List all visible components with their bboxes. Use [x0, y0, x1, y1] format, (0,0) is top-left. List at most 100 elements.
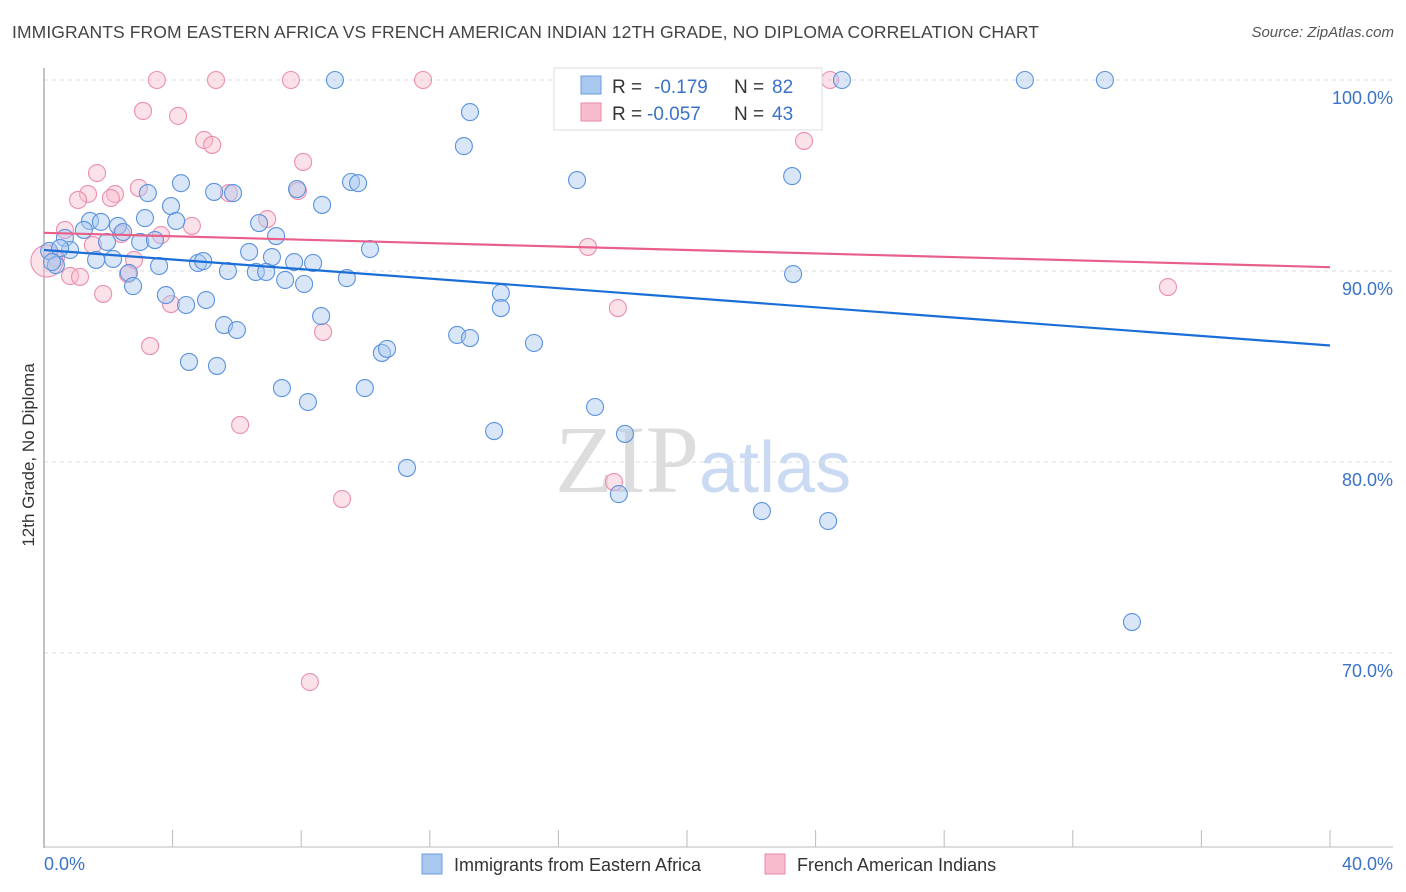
point-eastern-africa — [298, 392, 318, 412]
legend-swatch-pink — [764, 853, 786, 875]
y-axis-title: 12th Grade, No Diploma — [19, 363, 38, 547]
point-french-american-indians — [169, 106, 188, 125]
point-french-american-indians — [219, 184, 238, 203]
point-eastern-africa — [246, 262, 265, 282]
point-french-american-indians — [332, 490, 352, 509]
point-eastern-africa — [1015, 70, 1034, 90]
point-eastern-africa — [150, 256, 169, 276]
point-eastern-africa — [355, 379, 374, 398]
point-eastern-africa — [312, 307, 331, 326]
y-tick-label: 80.0% — [1342, 470, 1393, 490]
point-eastern-africa — [304, 253, 323, 273]
point-french-american-indians — [182, 216, 201, 235]
point-eastern-africa — [167, 211, 186, 231]
series-legend: Immigrants from Eastern Africa French Am… — [421, 853, 996, 875]
point-french-american-indians — [281, 70, 300, 90]
point-eastern-africa — [218, 261, 237, 281]
point-eastern-africa — [179, 352, 199, 371]
point-french-american-indians — [608, 299, 627, 318]
point-french-american-indians — [147, 70, 166, 90]
legend-r-value: -0.179 — [654, 77, 708, 98]
y-tick-label: 90.0% — [1342, 279, 1393, 299]
point-eastern-africa — [586, 397, 605, 417]
point-french-american-indians — [141, 337, 160, 356]
correlation-legend: R = -0.179 N = 82 R = -0.057 N = 43 — [553, 67, 823, 131]
point-eastern-africa — [397, 458, 417, 477]
legend-swatch-pink — [580, 102, 602, 122]
legend-r-value: -0.057 — [647, 104, 701, 125]
y-tick-label: 70.0% — [1342, 661, 1393, 681]
point-french-american-indians — [78, 184, 98, 204]
point-eastern-africa — [615, 424, 635, 443]
point-eastern-africa — [783, 167, 802, 186]
y-tick-label: 100.0% — [1332, 88, 1393, 108]
point-eastern-africa — [97, 232, 117, 252]
legend-n-label: N = — [734, 77, 764, 98]
point-french-american-indians — [231, 415, 250, 434]
point-eastern-africa — [272, 379, 291, 398]
point-eastern-africa — [196, 290, 216, 310]
point-eastern-africa — [491, 299, 510, 318]
point-eastern-africa — [267, 226, 286, 246]
legend-r-label: R = — [612, 77, 642, 98]
point-eastern-africa — [177, 295, 196, 315]
point-eastern-africa — [207, 356, 227, 375]
point-eastern-africa — [145, 231, 164, 250]
trend-line-french-american-indians — [43, 231, 1331, 269]
point-eastern-africa — [74, 220, 93, 239]
point-eastern-africa — [349, 174, 368, 193]
point-eastern-africa — [138, 184, 157, 203]
point-eastern-africa — [156, 286, 175, 305]
point-eastern-africa — [1122, 613, 1142, 632]
point-eastern-africa — [832, 70, 852, 90]
legend-n-label: N = — [734, 104, 764, 125]
point-eastern-africa — [460, 103, 480, 122]
point-french-american-indians — [206, 70, 226, 90]
point-eastern-africa — [524, 333, 544, 353]
legend-label-eastern-africa: Immigrants from Eastern Africa — [454, 855, 702, 875]
point-french-american-indians — [413, 70, 433, 90]
point-eastern-africa — [341, 172, 361, 192]
point-french-american-indians — [300, 672, 319, 692]
legend-swatch-blue — [580, 75, 602, 95]
point-eastern-africa — [609, 485, 628, 504]
point-eastern-africa — [240, 242, 259, 261]
point-eastern-africa — [325, 70, 345, 90]
point-eastern-africa — [460, 328, 480, 348]
point-french-american-indians — [69, 190, 88, 209]
chart-title: IMMIGRANTS FROM EASTERN AFRICA VS FRENCH… — [12, 22, 1040, 42]
legend-swatch-blue — [421, 853, 443, 875]
point-french-american-indians — [129, 178, 148, 197]
source-label: Source: ZipAtlas.com — [1251, 24, 1394, 41]
point-french-american-indians — [60, 266, 80, 286]
point-french-american-indians — [94, 284, 113, 303]
point-french-american-indians — [118, 265, 137, 284]
point-eastern-africa — [42, 252, 62, 272]
point-eastern-africa — [491, 283, 510, 303]
legend-r-label: R = — [612, 104, 642, 125]
point-french-american-indians — [70, 267, 90, 286]
point-eastern-africa — [171, 174, 191, 193]
point-eastern-africa — [295, 274, 314, 294]
point-french-american-indians — [294, 152, 313, 171]
point-eastern-africa — [752, 502, 771, 521]
point-eastern-africa — [114, 222, 133, 242]
point-eastern-africa — [135, 209, 155, 228]
point-eastern-africa — [250, 214, 269, 233]
point-eastern-africa — [377, 339, 397, 358]
x-tick-label-min: 0.0% — [44, 854, 85, 874]
point-eastern-africa — [227, 320, 246, 340]
point-french-american-indians — [101, 188, 120, 208]
watermark: ZIPatlas — [555, 406, 851, 513]
point-french-american-indians — [87, 163, 107, 183]
point-french-american-indians — [794, 131, 814, 150]
x-tick-label-max: 40.0% — [1342, 854, 1393, 874]
point-eastern-africa — [360, 239, 380, 259]
point-french-american-indians — [203, 135, 222, 154]
point-eastern-africa — [285, 252, 304, 272]
point-french-american-indians — [1158, 277, 1178, 297]
legend-label-french-american-indians: French American Indians — [797, 855, 996, 875]
legend-n-value: 43 — [772, 104, 793, 125]
